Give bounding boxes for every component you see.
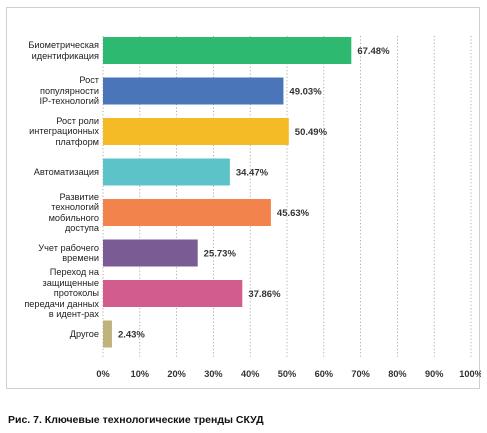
x-tick-label-40: 40% [241,369,259,379]
category-label-6: Переход на защищенные протоколы передачи… [24,267,99,320]
value-label-5: 25.73% [204,249,237,260]
category-label-7: Другое [69,328,99,339]
bar-5 [103,239,198,267]
x-tick-label-0: 0% [96,369,109,379]
category-label-1: Рост популярности IP-технологий [39,75,99,107]
category-label-5: Учет рабочего времени [38,242,99,264]
x-tick-label-20: 20% [167,369,185,379]
value-label-4: 45.63% [277,208,310,219]
bar-0 [103,37,352,64]
x-tick-label-70: 70% [351,369,369,379]
bar-4 [103,199,271,226]
value-label-0: 67.48% [357,46,390,57]
bar-3 [103,158,230,186]
value-label-2: 50.49% [295,127,328,138]
x-tick-label-100: 100% [459,369,481,379]
category-label-3: Автоматизация [33,166,99,177]
value-label-1: 49.03% [289,87,322,98]
x-tick-label-90: 90% [425,369,443,379]
category-label-0: Биометрическая идентификация [28,40,99,61]
figure-caption: Рис. 7. Ключевые технологические тренды … [8,414,264,426]
bar-7 [103,320,112,348]
x-tick-label-30: 30% [204,369,222,379]
category-label-2: Рост роли интеграционных платформ [29,115,99,147]
value-label-3: 34.47% [236,168,269,179]
chart-frame: 67.48% 49.03% 50.49% 34.47% 45.63% 25.73% 37.8… [6,7,481,389]
x-tick-label-80: 80% [388,369,406,379]
x-tick-label-10: 10% [131,369,149,379]
value-label-7: 2.43% [118,330,145,341]
bar-2 [103,118,289,145]
x-tick-label-50: 50% [278,369,296,379]
x-tick-label-60: 60% [315,369,333,379]
bar-6 [103,280,243,307]
bar-chart: 67.48% 49.03% 50.49% 34.47% 45.63% 25.73% 37.8… [96,36,481,379]
bar-1 [103,77,284,105]
value-label-6: 37.86% [248,289,281,300]
category-label-4: Развитие технологий мобильного доступа [48,191,99,234]
